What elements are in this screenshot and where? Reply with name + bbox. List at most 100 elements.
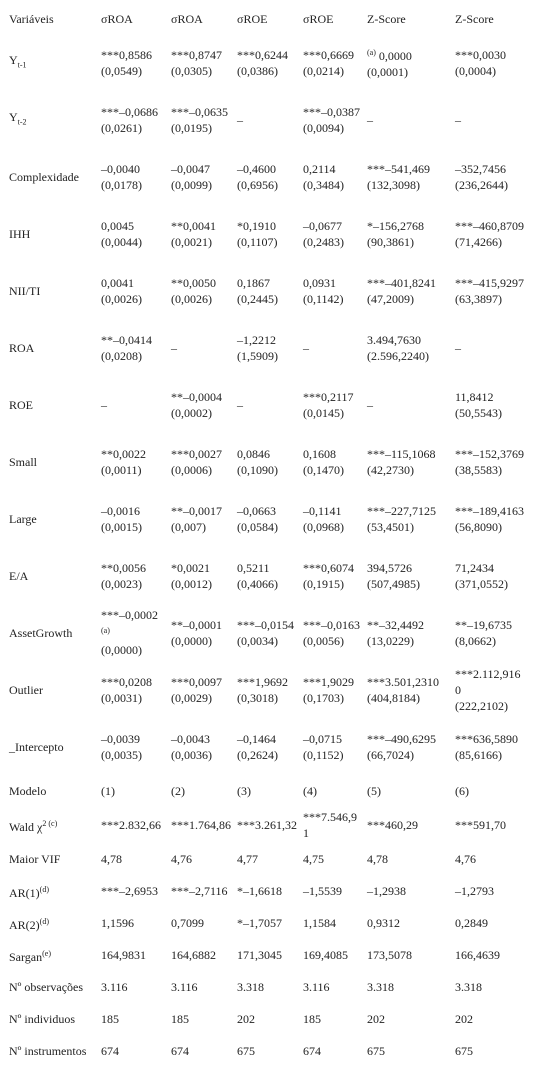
data-cell: 166,4639 bbox=[452, 939, 529, 971]
label-text: AR(2) bbox=[9, 917, 40, 932]
data-cell: 164,6882 bbox=[168, 939, 234, 971]
table-row: Nº instrumentos 674 674 675 674 675 675 bbox=[6, 1035, 529, 1067]
header-text: σROA bbox=[101, 12, 133, 26]
cell-text: (0,0012) bbox=[171, 576, 212, 591]
standard-error: (507,4985) bbox=[367, 576, 449, 592]
data-cell: 0,2849 bbox=[452, 907, 529, 939]
coefficient: ***7.546,91 bbox=[303, 809, 361, 841]
coefficient: ***0,6244 bbox=[237, 47, 297, 63]
cell-text: *0,1910 bbox=[237, 218, 276, 233]
coefficient: **–0,0004 bbox=[171, 389, 231, 405]
coefficient: – bbox=[367, 397, 449, 413]
label-text: AR(1) bbox=[9, 885, 40, 900]
cell-text: (0,0036) bbox=[171, 747, 212, 762]
coefficient: 173,5078 bbox=[367, 947, 449, 963]
label-text: Nº instrumentos bbox=[9, 1044, 87, 1058]
cell-text: ***–0,0154 bbox=[237, 617, 294, 632]
label-text: Large bbox=[9, 511, 37, 526]
coefficient: ***0,0030 bbox=[455, 47, 526, 63]
data-cell: 0,0931 (0,1142) bbox=[300, 262, 364, 319]
data-cell: ***2.112,9160 (222,2102) bbox=[452, 661, 529, 718]
coefficient: 0,2114 bbox=[303, 161, 361, 177]
cell-text: –352,7456 bbox=[455, 161, 506, 176]
label-text: Nº observações bbox=[9, 980, 84, 994]
coefficient: ***0,8747 bbox=[171, 47, 231, 63]
coefficient: 1,1584 bbox=[303, 915, 361, 931]
coefficient: ***1,9029 bbox=[303, 674, 361, 690]
coefficient: 171,3045 bbox=[237, 947, 297, 963]
cell-text: 185 bbox=[171, 1012, 189, 1026]
coefficient: 674 bbox=[303, 1043, 361, 1059]
cell-text: (0,3018) bbox=[237, 690, 278, 705]
cell-text: ***0,0097 bbox=[171, 674, 222, 689]
data-cell: ***–0,0154 (0,0034) bbox=[234, 604, 300, 661]
cell-text: ***–460,8709 bbox=[455, 218, 524, 233]
cell-text: 3.116 bbox=[101, 980, 128, 994]
standard-error: (0,0261) bbox=[101, 120, 165, 136]
cell-text: (404,8184) bbox=[367, 690, 420, 705]
data-cell: ***1,9692 (0,3018) bbox=[234, 661, 300, 718]
cell-text: 4,76 bbox=[455, 852, 476, 866]
data-cell: 4,78 bbox=[98, 843, 168, 875]
coefficient: ***–2,6953 bbox=[101, 883, 165, 899]
cell-text: 4,77 bbox=[237, 852, 258, 866]
cell-text: – bbox=[171, 340, 177, 355]
data-cell: ***–227,7125 (53,4501) bbox=[364, 490, 452, 547]
cell-text: 0,2114 bbox=[303, 161, 336, 176]
label-text: _Intercepto bbox=[9, 739, 64, 754]
label-text: NII/TI bbox=[9, 283, 41, 298]
data-cell: 3.318 bbox=[364, 971, 452, 1003]
row-label: ROE bbox=[6, 376, 98, 433]
table-row: Outlier ***0,0208 (0,0031) ***0,0097 (0,0029… bbox=[6, 661, 529, 718]
row-label: Modelo bbox=[6, 775, 98, 807]
coefficient: 4,78 bbox=[101, 851, 165, 867]
coefficient: –0,0043 bbox=[171, 731, 231, 747]
cell-text: ***–541,469 bbox=[367, 161, 430, 176]
coefficient: *–156,2768 bbox=[367, 218, 449, 234]
standard-error: (0,0031) bbox=[101, 690, 165, 706]
cell-text: (0,1470) bbox=[303, 462, 344, 477]
standard-error: (0,1090) bbox=[237, 462, 297, 478]
coefficient: ***1,9692 bbox=[237, 674, 297, 690]
cell-text: –1,5539 bbox=[303, 884, 342, 898]
label-text: Maior VIF bbox=[9, 852, 61, 866]
cell-text: 675 bbox=[237, 1044, 255, 1058]
standard-error: (0,2445) bbox=[237, 291, 297, 307]
data-cell: (1) bbox=[98, 775, 168, 807]
data-cell: – bbox=[234, 91, 300, 148]
row-label: E/A bbox=[6, 547, 98, 604]
coefficient: 4,78 bbox=[367, 851, 449, 867]
label-text: Complexidade bbox=[9, 169, 79, 184]
standard-error: (0,0026) bbox=[171, 291, 231, 307]
cell-text: **–0,0414 bbox=[101, 332, 152, 347]
data-cell: 4,76 bbox=[168, 843, 234, 875]
cell-text: ***–115,1068 bbox=[367, 446, 436, 461]
data-cell: ***0,0027 (0,0006) bbox=[168, 433, 234, 490]
data-cell: ***2.832,66 bbox=[98, 807, 168, 843]
cell-text: (0,0031) bbox=[101, 690, 142, 705]
data-cell: 3.318 bbox=[234, 971, 300, 1003]
data-cell: ***–0,0002 (a) (0,0000) bbox=[98, 604, 168, 661]
row-label: AssetGrowth bbox=[6, 604, 98, 661]
cell-text: 394,5726 bbox=[367, 560, 412, 575]
standard-error: (85,6166) bbox=[455, 747, 526, 763]
table-row: Maior VIF 4,78 4,76 4,77 4,75 4,78 4,76 bbox=[6, 843, 529, 875]
data-cell: 0,5211 (0,4066) bbox=[234, 547, 300, 604]
standard-error: (404,8184) bbox=[367, 690, 449, 706]
cell-text: ***2.112,9160 bbox=[455, 666, 521, 697]
coefficient: 3.318 bbox=[367, 979, 449, 995]
data-cell: **–32,4492 (13,0229) bbox=[364, 604, 452, 661]
standard-error: (0,0021) bbox=[171, 234, 231, 250]
coefficient: 0,1608 bbox=[303, 446, 361, 462]
cell-text: (0,0015) bbox=[101, 519, 142, 534]
coefficient: 169,4085 bbox=[303, 947, 361, 963]
cell-text: (63,3897) bbox=[455, 291, 502, 306]
cell-text: –1,2793 bbox=[455, 884, 494, 898]
cell-text: **0,0056 bbox=[101, 560, 146, 575]
coefficient: ***0,0097 bbox=[171, 674, 231, 690]
data-cell: – bbox=[452, 319, 529, 376]
cell-text: **–0,0004 bbox=[171, 389, 222, 404]
coefficient: 166,4639 bbox=[455, 947, 526, 963]
coefficient: ***–0,0387 bbox=[303, 104, 361, 120]
label-text: IHH bbox=[9, 226, 31, 241]
